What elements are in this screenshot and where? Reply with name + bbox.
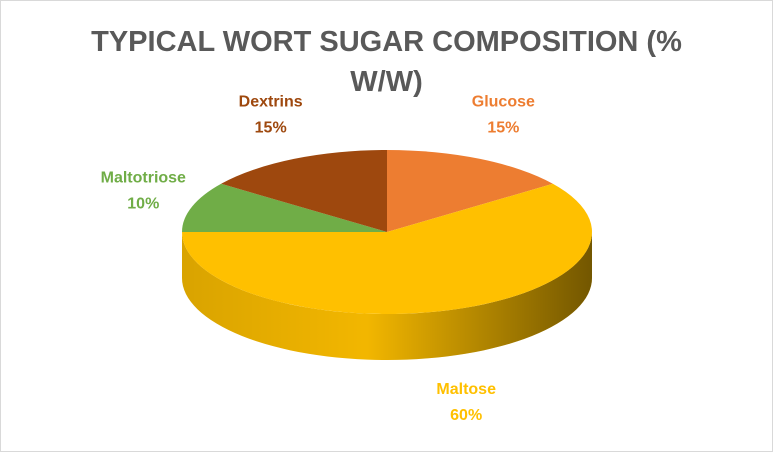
slice-label: Dextrins [239, 93, 303, 110]
slice-label: Maltotriose [101, 170, 186, 187]
slice-value-label: 10% [127, 196, 159, 213]
slice-value-label: 60% [450, 407, 482, 424]
slice [221, 150, 387, 232]
slice [182, 183, 387, 232]
slice-label: Glucose [472, 93, 535, 110]
slice [387, 150, 553, 232]
slice-label: Maltose [436, 381, 496, 398]
chart-title: TYPICAL WORT SUGAR COMPOSITION (% W/W) [91, 26, 682, 98]
slice [182, 183, 592, 314]
slice-side-shade [182, 232, 592, 360]
slice-value-label: 15% [255, 119, 287, 136]
slice-value-label: 15% [487, 119, 519, 136]
